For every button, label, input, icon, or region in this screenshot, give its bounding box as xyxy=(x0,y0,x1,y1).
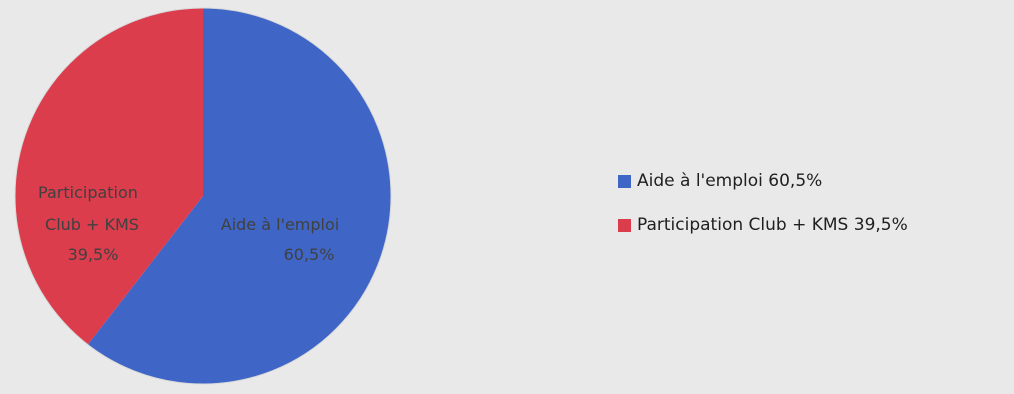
legend-label-aide-emploi: Aide à l'emploi 60,5% xyxy=(637,171,823,191)
legend-swatch-participation-club-kms xyxy=(618,218,631,232)
slice-label-participation-line-1: Participation xyxy=(38,183,138,202)
legend-label-participation-club-kms: Participation Club + KMS 39,5% xyxy=(637,215,908,235)
pie-slice-aide-emploi xyxy=(87,8,392,384)
slice-label-aide-emploi: Aide à l'emploi xyxy=(221,215,339,234)
legend-swatch-aide-emploi xyxy=(618,174,631,188)
pie-outline xyxy=(14,7,392,385)
pie-slice-participation-club-kms xyxy=(14,8,203,345)
slice-label-participation-line-2: Club + KMS xyxy=(45,215,139,234)
legend-item-aide-emploi: Aide à l'emploi 60,5% xyxy=(618,166,1008,196)
slice-value-aide-emploi: 60,5% xyxy=(284,245,335,264)
legend-item-participation-club-kms: Participation Club + KMS 39,5% xyxy=(618,210,1008,240)
chart-legend: Aide à l'emploi 60,5% Participation Club… xyxy=(618,166,1008,254)
slice-value-participation-club-kms: 39,5% xyxy=(68,245,119,264)
